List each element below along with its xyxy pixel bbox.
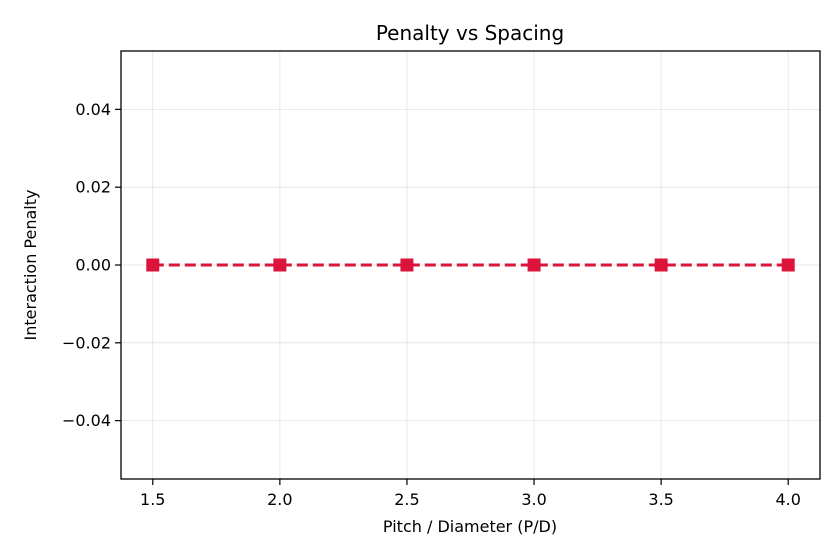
data-point xyxy=(527,258,541,272)
y-axis: 0.04 0.02 0.00 −0.02 −0.04 xyxy=(62,100,121,430)
x-tick-label: 4.0 xyxy=(776,490,801,509)
x-tick-label: 3.5 xyxy=(648,490,673,509)
y-tick-label: 0.00 xyxy=(75,256,111,275)
y-tick-label: −0.02 xyxy=(62,333,111,352)
x-tick-label: 1.5 xyxy=(140,490,165,509)
data-point xyxy=(273,258,287,272)
x-tick-label: 2.0 xyxy=(267,490,292,509)
x-axis-title: Pitch / Diameter (P/D) xyxy=(383,517,557,536)
x-tick-label: 2.5 xyxy=(394,490,419,509)
y-tick-label: −0.04 xyxy=(62,411,111,430)
data-point xyxy=(400,258,414,272)
y-tick-label: 0.04 xyxy=(75,100,111,119)
data-point xyxy=(146,258,160,272)
data-point xyxy=(654,258,668,272)
y-axis-title: Interaction Penalty xyxy=(21,190,40,341)
y-tick-label: 0.02 xyxy=(75,178,111,197)
chart-title: Penalty vs Spacing xyxy=(376,21,564,45)
series-layer xyxy=(146,258,795,272)
x-tick-label: 3.0 xyxy=(521,490,546,509)
data-point xyxy=(781,258,795,272)
x-axis: 1.5 2.0 2.5 3.0 3.5 4.0 xyxy=(140,479,801,509)
